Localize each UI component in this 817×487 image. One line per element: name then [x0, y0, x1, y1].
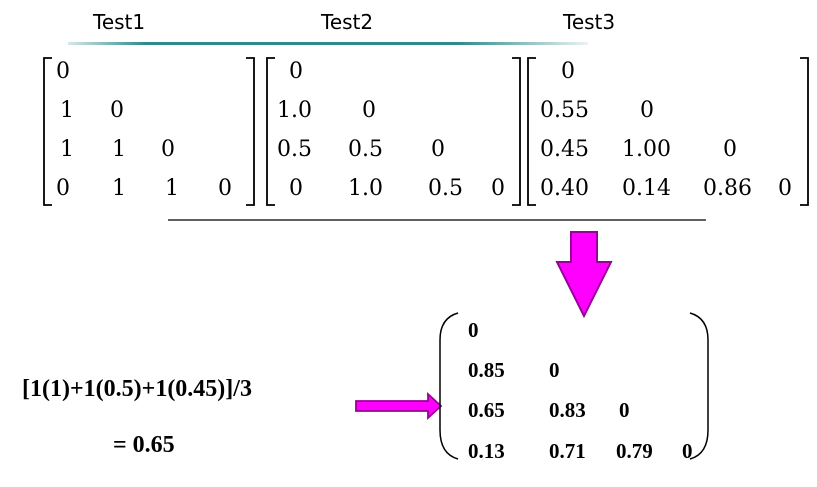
- matrix1-cell: 1: [112, 176, 126, 201]
- matrix3-cell: 1.00: [622, 137, 671, 162]
- matrix2-cell: 1.0: [348, 176, 383, 201]
- matrix2-right-bracket: [512, 57, 521, 206]
- matrix1-cell: 1: [60, 98, 74, 123]
- result-cell: 0.79: [616, 439, 653, 463]
- result-left-paren: [439, 312, 459, 460]
- matrix1-cell: 1: [60, 137, 74, 162]
- result-cell: 0.71: [549, 439, 586, 463]
- result-cell: 0.65: [468, 398, 505, 422]
- matrix2-cell: 0.5: [348, 137, 383, 162]
- matrix3-right-bracket: [800, 57, 809, 206]
- test1-label: Test1: [93, 10, 146, 34]
- test3-label: Test3: [563, 10, 616, 34]
- matrix3-cell: 0: [778, 176, 792, 201]
- matrix2-left-bracket: [266, 57, 275, 206]
- matrix2-cell: 1.0: [277, 98, 312, 123]
- result-cell: 0: [682, 439, 693, 463]
- formula-result: = 0.65: [113, 432, 175, 458]
- matrix1-cell: 1: [112, 137, 126, 162]
- matrix2-cell: 0: [362, 98, 376, 123]
- matrix2-cell: 0.5: [428, 176, 463, 201]
- down-arrow: [555, 231, 613, 319]
- matrix3-cell: 0: [723, 137, 737, 162]
- matrix3-cell: 0.40: [540, 176, 589, 201]
- matrix2-cell: 0: [289, 176, 303, 201]
- matrix3-left-bracket: [527, 57, 536, 206]
- matrix1-cell: 0: [110, 98, 124, 123]
- matrix2-cell: 0: [491, 176, 505, 201]
- matrix1-cell: 0: [56, 176, 70, 201]
- matrix1-right-bracket: [246, 57, 255, 206]
- matrix3-cell: 0.55: [540, 98, 589, 123]
- result-cell: 0: [468, 318, 479, 342]
- matrix1-cell: 0: [218, 176, 232, 201]
- matrix3-cell: 0: [640, 98, 654, 123]
- matrix3-cell: 0: [561, 59, 575, 84]
- matrix1-cell: 1: [165, 176, 179, 201]
- result-cell: 0.85: [468, 358, 505, 382]
- test2-label: Test2: [321, 10, 374, 34]
- matrix2-cell: 0.5: [277, 137, 312, 162]
- matrix1-cell: 0: [161, 137, 175, 162]
- header-rule: [68, 42, 588, 45]
- result-cell: 0.83: [549, 398, 586, 422]
- matrix2-cell: 0: [289, 59, 303, 84]
- matrix1-cell: 0: [56, 59, 70, 84]
- right-arrow: [355, 391, 443, 421]
- result-right-paren: [689, 312, 709, 460]
- matrix3-cell: 0.14: [622, 176, 671, 201]
- average-formula: [1(1)+1(0.5)+1(0.45)]/3: [22, 376, 252, 402]
- matrix3-cell: 0.45: [540, 137, 589, 162]
- result-cell: 0: [549, 358, 560, 382]
- matrix1-left-bracket: [43, 57, 52, 206]
- matrix2-cell: 0: [431, 137, 445, 162]
- matrix3-cell: 0.86: [703, 176, 752, 201]
- result-cell: 0: [619, 398, 630, 422]
- result-cell: 0.13: [468, 439, 505, 463]
